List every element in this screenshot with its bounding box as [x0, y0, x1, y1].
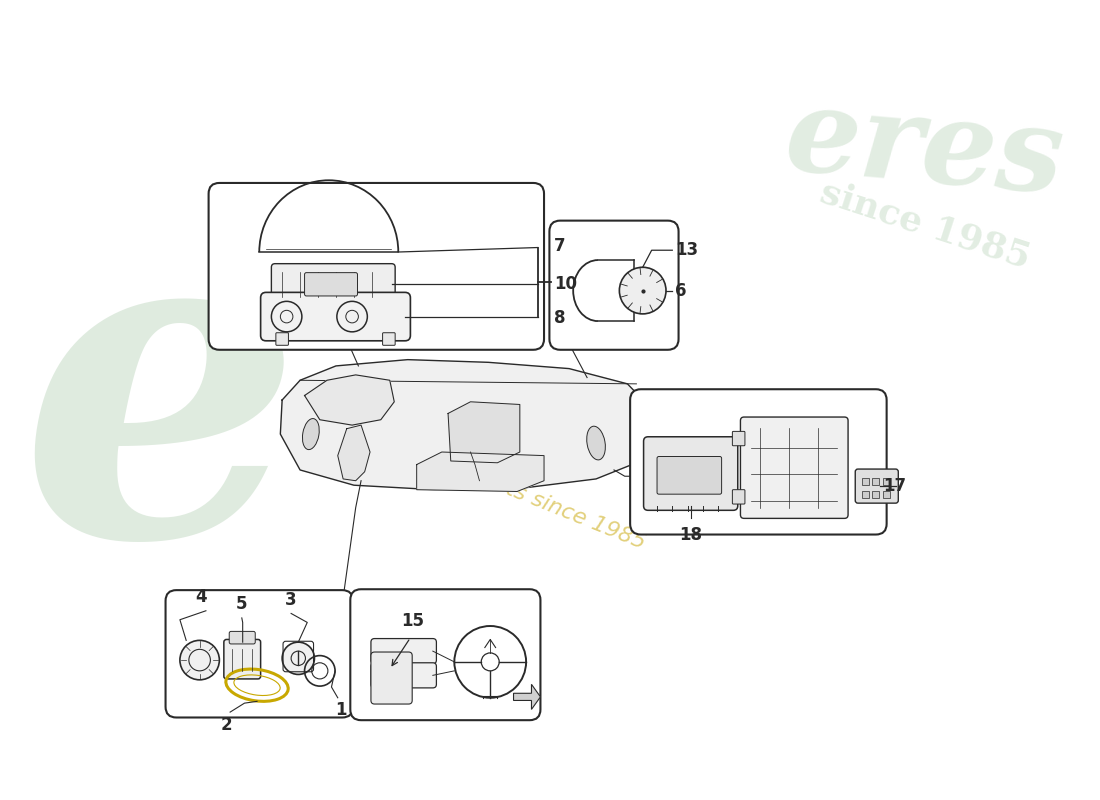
FancyBboxPatch shape	[861, 490, 869, 498]
Polygon shape	[448, 402, 520, 462]
Text: 5: 5	[236, 595, 248, 614]
FancyBboxPatch shape	[644, 437, 738, 510]
FancyBboxPatch shape	[261, 292, 410, 341]
Text: 1: 1	[334, 702, 346, 719]
FancyBboxPatch shape	[657, 457, 722, 494]
Text: 6: 6	[675, 282, 686, 299]
Circle shape	[282, 642, 315, 674]
FancyBboxPatch shape	[733, 431, 745, 446]
Text: 17: 17	[883, 477, 906, 495]
Text: 10: 10	[554, 275, 576, 294]
FancyBboxPatch shape	[733, 490, 745, 504]
FancyBboxPatch shape	[272, 264, 395, 305]
FancyBboxPatch shape	[223, 639, 261, 679]
Circle shape	[619, 267, 666, 314]
Text: 15: 15	[402, 613, 425, 630]
FancyBboxPatch shape	[166, 590, 353, 718]
Text: since 1985: since 1985	[816, 175, 1034, 275]
FancyBboxPatch shape	[855, 469, 899, 503]
FancyBboxPatch shape	[209, 183, 544, 350]
FancyBboxPatch shape	[861, 478, 869, 486]
FancyBboxPatch shape	[371, 652, 412, 704]
FancyBboxPatch shape	[371, 662, 437, 688]
Text: eres: eres	[780, 79, 1068, 218]
FancyBboxPatch shape	[883, 478, 890, 486]
Text: 18: 18	[679, 526, 702, 543]
FancyBboxPatch shape	[740, 417, 848, 518]
Text: 4: 4	[196, 588, 207, 606]
FancyBboxPatch shape	[229, 631, 255, 644]
Text: 8: 8	[554, 310, 565, 327]
Polygon shape	[338, 425, 370, 481]
FancyBboxPatch shape	[371, 638, 437, 664]
Text: 7: 7	[554, 237, 565, 254]
Polygon shape	[514, 684, 540, 710]
Text: e: e	[20, 198, 302, 629]
FancyBboxPatch shape	[549, 221, 679, 350]
FancyBboxPatch shape	[872, 478, 880, 486]
Polygon shape	[280, 360, 659, 490]
Ellipse shape	[586, 426, 605, 460]
Text: 3: 3	[285, 591, 297, 609]
Circle shape	[180, 640, 219, 680]
FancyBboxPatch shape	[383, 333, 395, 346]
Polygon shape	[305, 375, 394, 425]
FancyBboxPatch shape	[276, 333, 288, 346]
Text: 2: 2	[221, 716, 232, 734]
FancyBboxPatch shape	[872, 490, 880, 498]
Ellipse shape	[302, 418, 319, 450]
FancyBboxPatch shape	[305, 273, 358, 296]
Polygon shape	[417, 452, 544, 491]
FancyBboxPatch shape	[350, 590, 540, 720]
FancyBboxPatch shape	[883, 490, 890, 498]
Text: a passion for parts since 1985: a passion for parts since 1985	[329, 409, 648, 553]
Text: 13: 13	[675, 242, 698, 259]
FancyBboxPatch shape	[630, 390, 887, 534]
